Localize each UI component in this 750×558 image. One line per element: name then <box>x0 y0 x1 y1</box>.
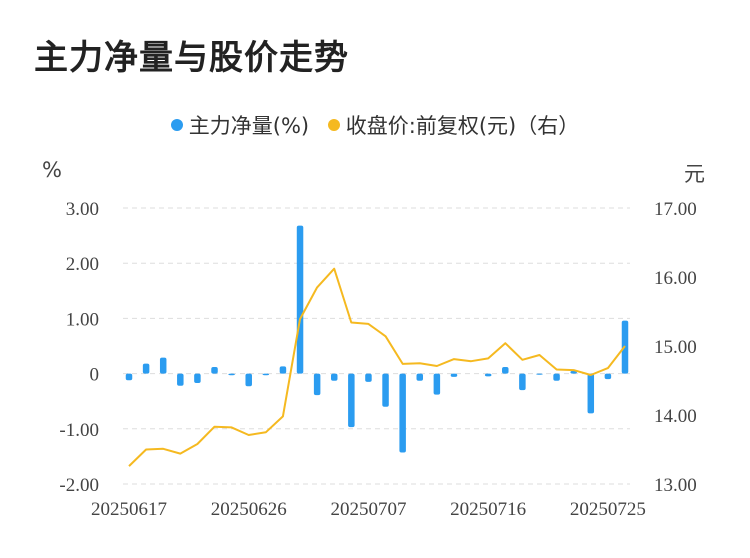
net-volume-bar[interactable] <box>142 363 150 374</box>
net-volume-bar[interactable] <box>330 373 338 381</box>
x-tick-label: 20250626 <box>211 499 287 520</box>
x-axis-ticks: 20250617 20250626 20250707 20250716 20250725 <box>91 499 646 520</box>
right-tick-label: 16.00 <box>654 268 697 289</box>
net-volume-bar[interactable] <box>502 366 509 374</box>
left-tick-label: 3.00 <box>66 199 99 220</box>
x-tick-label: 20250716 <box>450 499 526 520</box>
left-tick-label: -1.00 <box>59 420 99 441</box>
legend-item-net-volume[interactable]: 主力净量(%) <box>170 110 310 140</box>
net-volume-bar[interactable] <box>587 373 595 414</box>
net-volume-bar[interactable] <box>433 373 441 395</box>
left-tick-label: 0 <box>90 365 100 386</box>
net-volume-bar[interactable] <box>348 373 355 428</box>
line-series-close-price <box>128 267 626 467</box>
right-axis-ticks: 17.00 16.00 15.00 14.00 13.00 <box>654 199 697 496</box>
right-axis-unit: 元 <box>684 162 705 186</box>
chart-title: 主力净量与股价走势 <box>34 38 349 78</box>
right-tick-label: 13.00 <box>654 475 697 496</box>
x-tick-label: 20250617 <box>91 499 167 520</box>
net-volume-bar[interactable] <box>262 373 270 376</box>
net-volume-bar[interactable] <box>484 373 492 377</box>
left-tick-label: -2.00 <box>59 475 99 496</box>
net-volume-bar[interactable] <box>416 373 424 381</box>
left-axis-unit: % <box>42 158 62 182</box>
x-tick-label: 20250707 <box>330 499 406 520</box>
right-tick-label: 17.00 <box>654 199 697 220</box>
right-tick-label: 15.00 <box>654 337 697 358</box>
net-volume-bar[interactable] <box>536 373 543 375</box>
net-volume-bar[interactable] <box>279 366 287 374</box>
net-volume-bar[interactable] <box>211 366 218 374</box>
net-volume-bar[interactable] <box>519 373 526 391</box>
legend-dot-close-price <box>327 119 340 131</box>
legend-label-net-volume: 主力净量(%) <box>188 114 310 138</box>
legend-item-close-price[interactable]: 收盘价:前复权(元)（右） <box>327 110 580 140</box>
net-volume-bar[interactable] <box>296 225 304 374</box>
net-volume-bar[interactable] <box>245 373 252 387</box>
net-volume-bar[interactable] <box>382 373 389 407</box>
net-volume-bar[interactable] <box>228 373 235 376</box>
net-volume-bar[interactable] <box>365 373 372 382</box>
net-volume-bar[interactable] <box>177 373 184 386</box>
net-volume-bar[interactable] <box>125 373 133 381</box>
legend-dot-net-volume <box>170 119 183 131</box>
chart-legend: 主力净量(%) 收盘价:前复权(元)（右） <box>0 110 750 140</box>
net-volume-bar[interactable] <box>194 373 201 383</box>
x-tick-label: 20250725 <box>570 499 646 520</box>
net-volume-bar[interactable] <box>450 373 458 377</box>
right-tick-label: 14.00 <box>654 406 697 427</box>
net-volume-bar[interactable] <box>399 373 406 453</box>
grid-lines <box>123 207 630 485</box>
net-volume-bar[interactable] <box>553 373 560 381</box>
left-axis-ticks: 3.00 2.00 1.00 0 -1.00 -2.00 <box>59 199 99 496</box>
net-volume-bar[interactable] <box>604 373 612 380</box>
net-volume-bar[interactable] <box>159 357 167 374</box>
close-price-line[interactable] <box>128 267 626 467</box>
legend-label-close-price: 收盘价:前复权(元)（右） <box>345 114 580 138</box>
net-volume-bar[interactable] <box>313 373 321 396</box>
left-tick-label: 1.00 <box>66 309 99 330</box>
left-tick-label: 2.00 <box>66 254 99 275</box>
bar-series-net-volume <box>125 225 629 453</box>
